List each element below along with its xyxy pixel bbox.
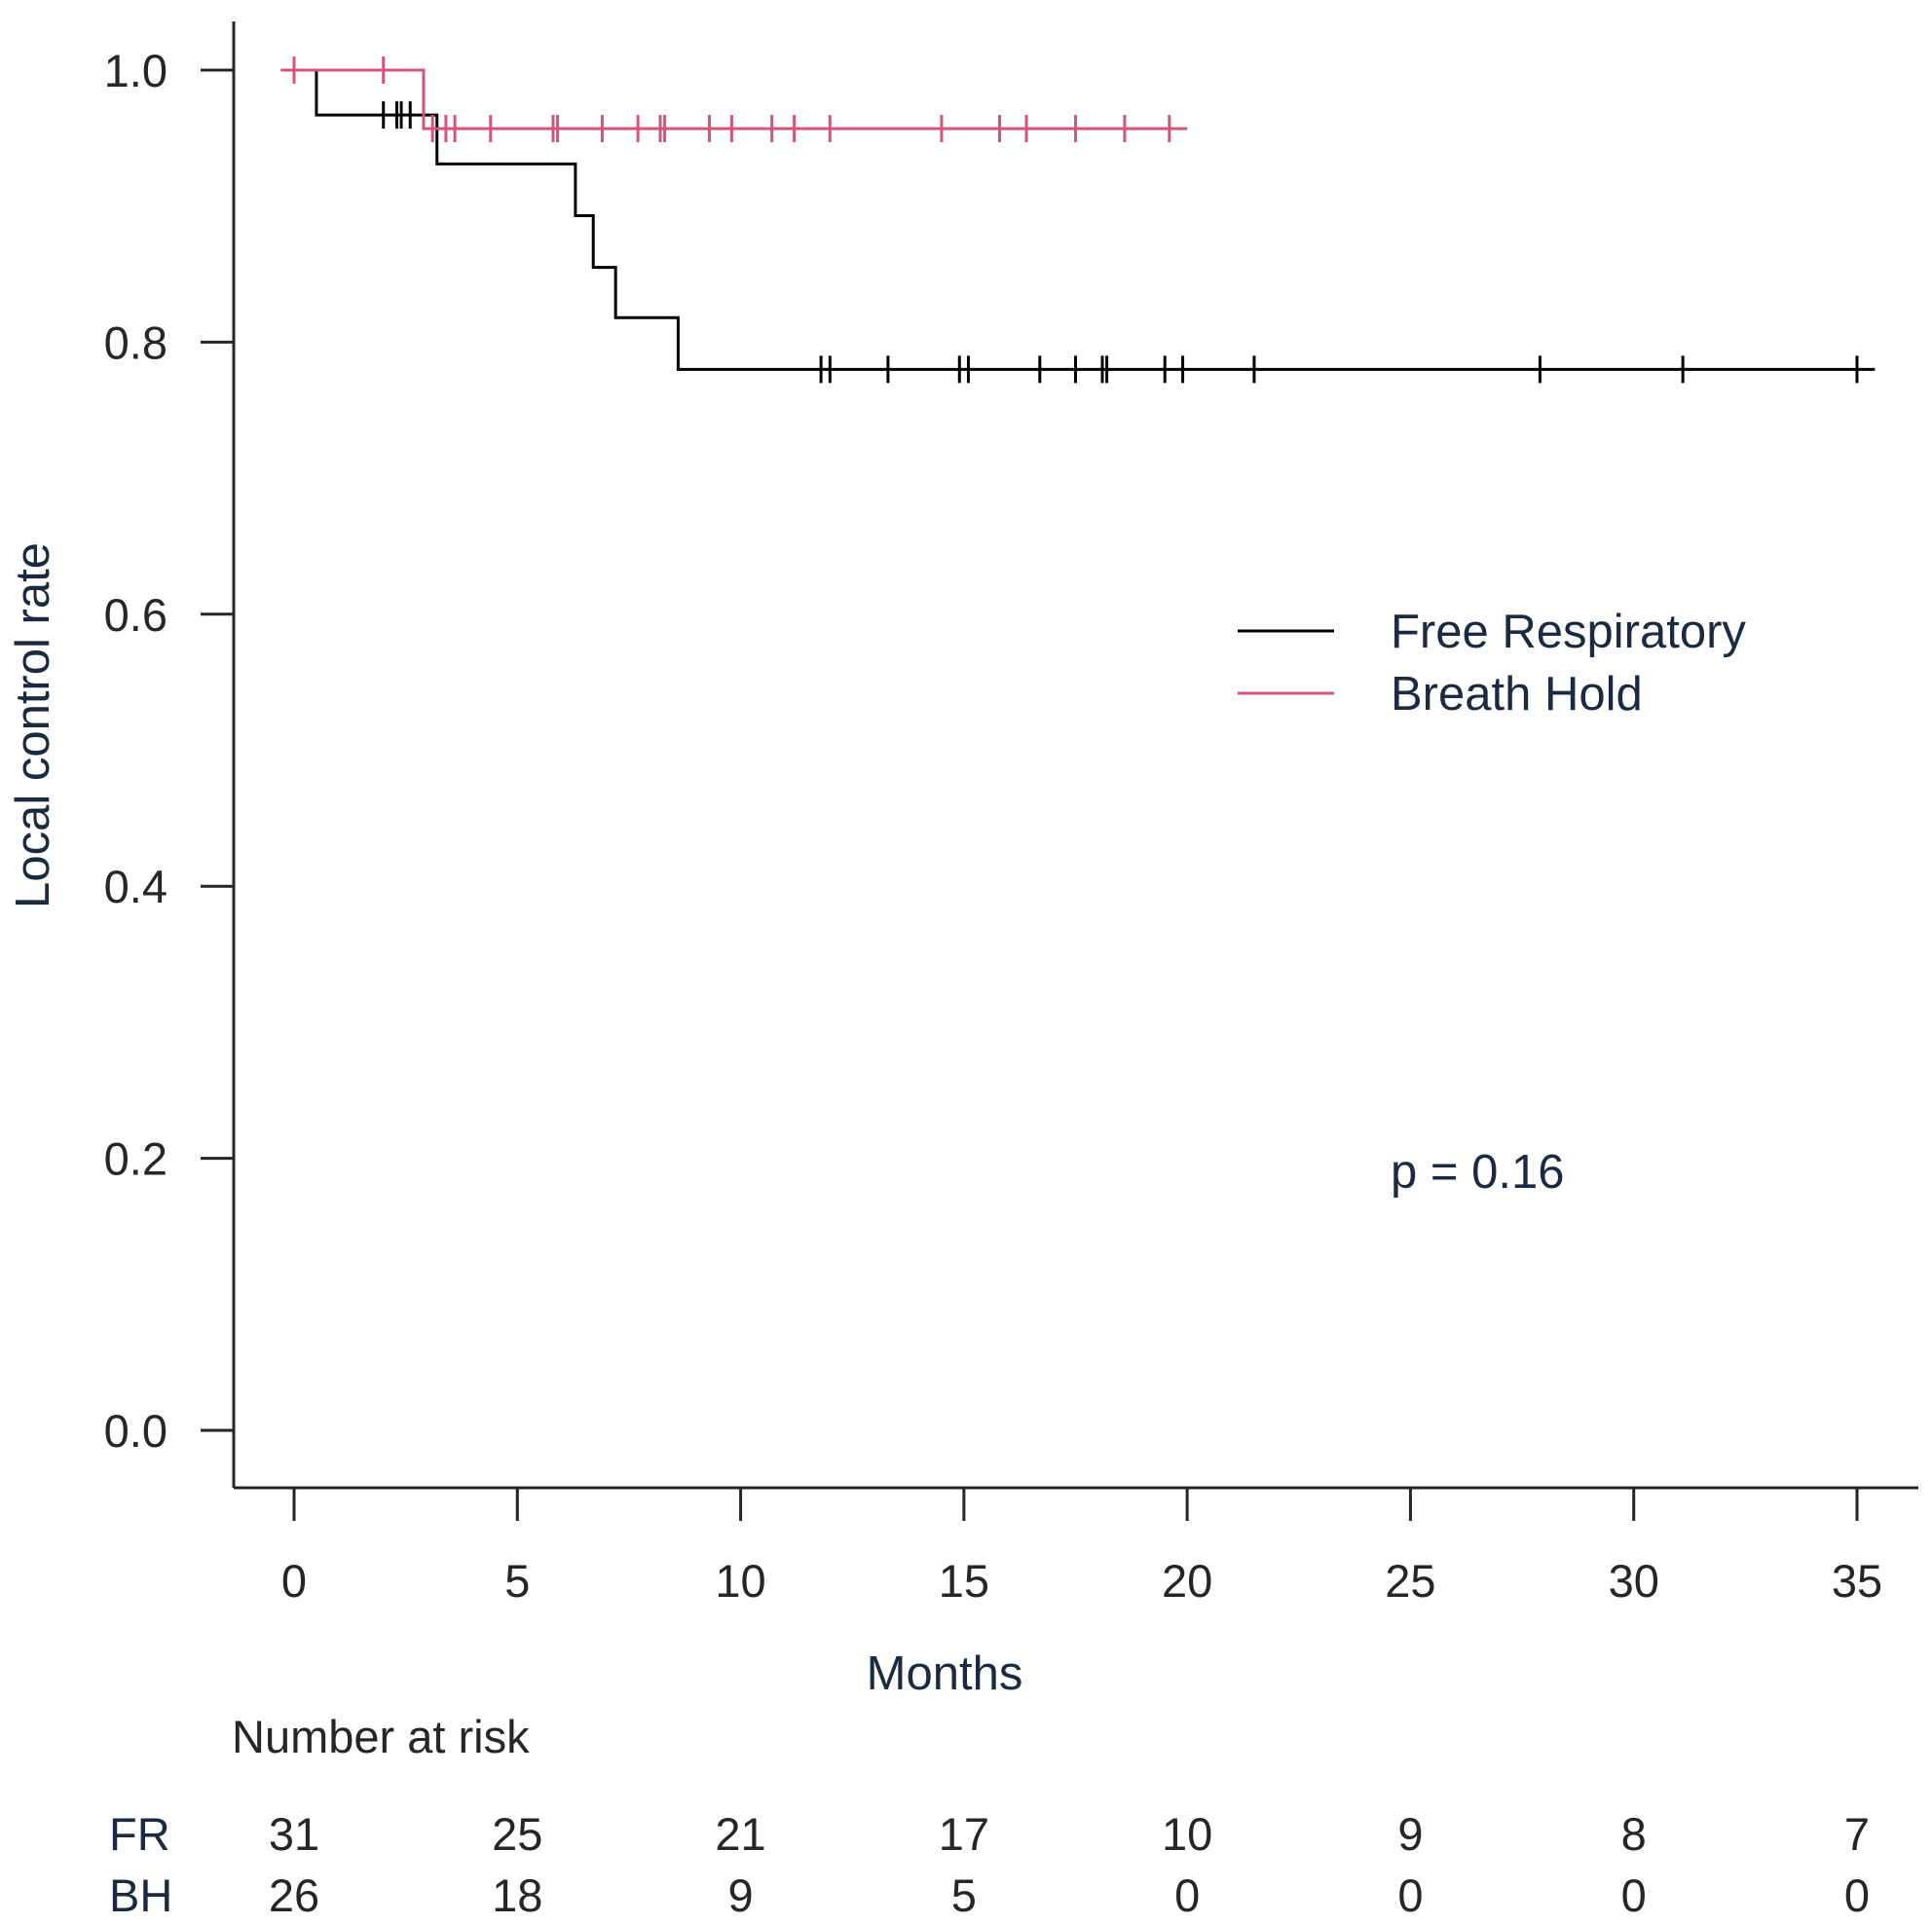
- risk-count: 17: [939, 1808, 989, 1860]
- risk-count: 26: [269, 1869, 319, 1921]
- x-axis-title: Months: [867, 1647, 1023, 1700]
- series-free-respiratory: [294, 68, 1876, 384]
- risk-table: Number at risk FR 31 25 21 17 10 9 8 7 BH 26 18 9 5 0 0…: [109, 1711, 1870, 1921]
- risk-row-label: FR: [109, 1808, 170, 1860]
- y-tick-label: 0.4: [104, 861, 167, 912]
- risk-count: 18: [492, 1869, 542, 1921]
- series-breath-hold: [280, 56, 1188, 143]
- x-tick-label: 20: [1162, 1555, 1212, 1607]
- risk-count: 9: [1397, 1808, 1423, 1860]
- x-tick-label: 30: [1609, 1555, 1659, 1607]
- y-axis-title: Local control rate: [7, 542, 59, 908]
- risk-row-label: BH: [109, 1869, 172, 1921]
- risk-count: 21: [715, 1808, 765, 1860]
- series-layer: [280, 56, 1876, 384]
- survival-step-line: [294, 68, 1876, 371]
- risk-count: 0: [1844, 1869, 1870, 1921]
- risk-count: 7: [1844, 1808, 1870, 1860]
- risk-count: 9: [728, 1869, 754, 1921]
- x-tick-label: 5: [504, 1555, 530, 1607]
- y-tick-label: 0.2: [104, 1133, 167, 1185]
- legend-label: Free Respiratory: [1391, 606, 1746, 658]
- y-tick-label: 0.8: [104, 316, 167, 368]
- risk-count: 31: [269, 1808, 319, 1860]
- risk-count: 10: [1162, 1808, 1212, 1860]
- risk-count: 5: [951, 1869, 977, 1921]
- survival-step-line: [280, 68, 1188, 130]
- x-tick-label: 0: [281, 1555, 307, 1607]
- risk-count: 0: [1174, 1869, 1200, 1921]
- p-value-annotation: p = 0.16: [1391, 1146, 1564, 1199]
- legend: Free Respiratory Breath Hold: [1238, 606, 1746, 721]
- risk-count: 25: [492, 1808, 542, 1860]
- risk-table-title: Number at risk: [232, 1711, 530, 1762]
- y-tick-label: 1.0: [104, 45, 167, 96]
- x-tick-label: 15: [939, 1555, 989, 1607]
- risk-count: 8: [1621, 1808, 1647, 1860]
- x-tick-label: 35: [1832, 1555, 1882, 1607]
- axes: 0.0 0.2 0.4 0.6 0.8 1.0 0 5 10 15 20 25 30 35: [104, 21, 1918, 1607]
- risk-count: 0: [1397, 1869, 1423, 1921]
- x-tick-label: 25: [1385, 1555, 1435, 1607]
- y-tick-label: 0.0: [104, 1405, 167, 1457]
- x-tick-label: 10: [715, 1555, 765, 1607]
- risk-count: 0: [1621, 1869, 1647, 1921]
- y-tick-label: 0.6: [104, 589, 167, 641]
- legend-label: Breath Hold: [1391, 668, 1643, 721]
